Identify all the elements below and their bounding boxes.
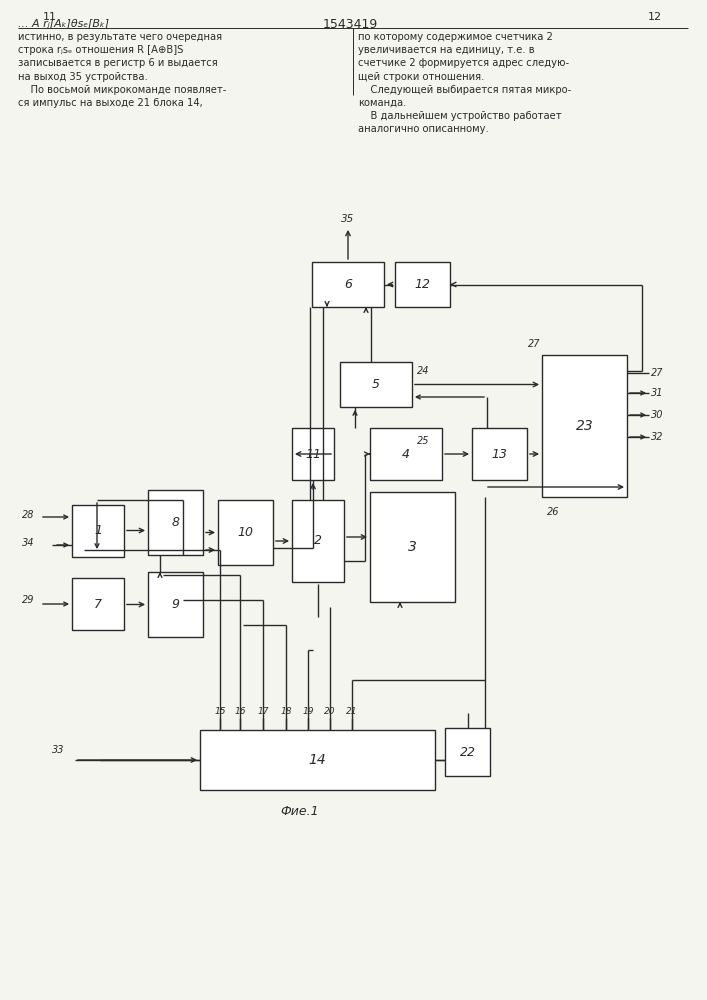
Text: 32: 32 bbox=[651, 432, 663, 442]
Text: 9: 9 bbox=[172, 598, 180, 611]
Text: 7: 7 bbox=[94, 597, 102, 610]
Text: 3: 3 bbox=[408, 540, 417, 554]
Text: 2: 2 bbox=[314, 534, 322, 548]
FancyBboxPatch shape bbox=[292, 428, 334, 480]
FancyBboxPatch shape bbox=[72, 505, 124, 557]
Text: 12: 12 bbox=[414, 278, 431, 291]
Text: 16: 16 bbox=[234, 707, 246, 716]
Text: 11: 11 bbox=[43, 12, 57, 22]
Text: 1543419: 1543419 bbox=[322, 18, 378, 31]
FancyBboxPatch shape bbox=[370, 492, 455, 602]
Text: 21: 21 bbox=[346, 707, 358, 716]
Text: 1: 1 bbox=[94, 524, 102, 538]
FancyBboxPatch shape bbox=[72, 578, 124, 630]
Text: по которому содержимое счетчика 2
увеличивается на единицу, т.е. в
счетчике 2 фо: по которому содержимое счетчика 2 увелич… bbox=[358, 32, 571, 134]
Text: 18: 18 bbox=[280, 707, 292, 716]
Text: 5: 5 bbox=[372, 378, 380, 391]
FancyBboxPatch shape bbox=[148, 490, 203, 555]
Text: 25: 25 bbox=[417, 436, 429, 446]
Text: 35: 35 bbox=[341, 214, 355, 224]
FancyBboxPatch shape bbox=[542, 355, 627, 497]
Text: 29: 29 bbox=[21, 595, 34, 605]
Text: 12: 12 bbox=[648, 12, 662, 22]
Text: 31: 31 bbox=[651, 388, 663, 398]
Text: 8: 8 bbox=[172, 516, 180, 529]
FancyBboxPatch shape bbox=[148, 572, 203, 637]
Text: 34: 34 bbox=[21, 538, 34, 548]
FancyBboxPatch shape bbox=[395, 262, 450, 307]
Text: 15: 15 bbox=[214, 707, 226, 716]
FancyBboxPatch shape bbox=[200, 730, 435, 790]
Text: 14: 14 bbox=[309, 753, 327, 767]
Text: ... A rⱼ[Aₖ]θsₑ[Bₖ]: ... A rⱼ[Aₖ]θsₑ[Bₖ] bbox=[18, 18, 109, 28]
FancyBboxPatch shape bbox=[445, 728, 490, 776]
Text: Фие.1: Фие.1 bbox=[281, 805, 320, 818]
Text: 27: 27 bbox=[651, 368, 663, 378]
Text: 10: 10 bbox=[238, 526, 254, 539]
Text: 19: 19 bbox=[303, 707, 314, 716]
FancyBboxPatch shape bbox=[370, 428, 442, 480]
Text: 4: 4 bbox=[402, 448, 410, 461]
Text: 27: 27 bbox=[527, 339, 540, 349]
FancyBboxPatch shape bbox=[472, 428, 527, 480]
Text: 13: 13 bbox=[491, 448, 508, 461]
Text: 33: 33 bbox=[52, 745, 64, 755]
Text: 22: 22 bbox=[460, 746, 476, 759]
Text: 26: 26 bbox=[547, 507, 559, 517]
Text: 11: 11 bbox=[305, 448, 321, 461]
Text: 30: 30 bbox=[651, 410, 663, 420]
FancyBboxPatch shape bbox=[292, 500, 344, 582]
Text: 23: 23 bbox=[575, 419, 593, 433]
Text: 28: 28 bbox=[21, 510, 34, 520]
Text: истинно, в результате чего очередная
строка rⱼsₑ отношения R [A⊕B]S
записывается: истинно, в результате чего очередная стр… bbox=[18, 32, 226, 108]
FancyBboxPatch shape bbox=[218, 500, 273, 565]
Text: 20: 20 bbox=[325, 707, 336, 716]
FancyBboxPatch shape bbox=[312, 262, 384, 307]
FancyBboxPatch shape bbox=[340, 362, 412, 407]
Text: 24: 24 bbox=[417, 366, 429, 376]
Text: 17: 17 bbox=[257, 707, 269, 716]
Text: 6: 6 bbox=[344, 278, 352, 291]
